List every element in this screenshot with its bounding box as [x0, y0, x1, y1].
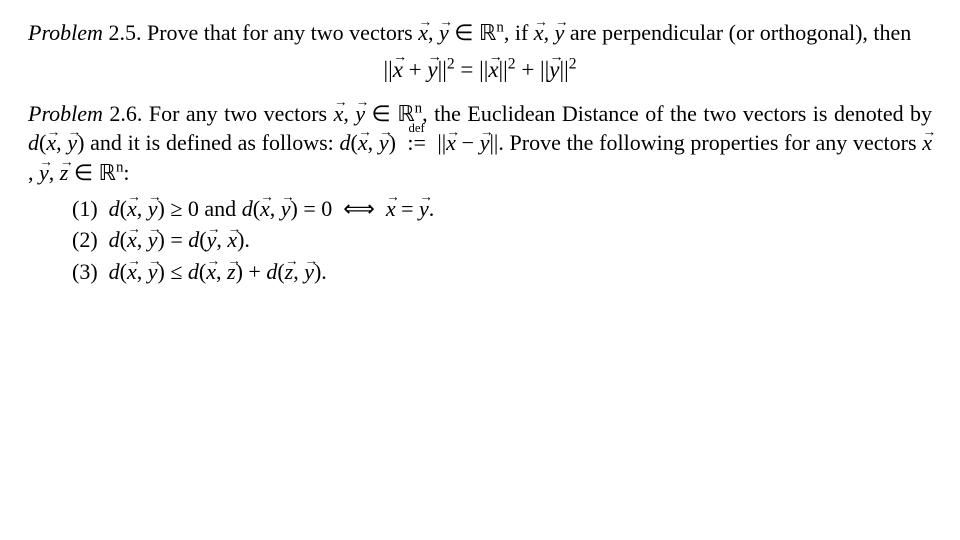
problem-2-6-list: (1) d(→x, →y) ≥ 0 and d(→x, →y) = 0 ⟺ →x… — [28, 194, 932, 287]
list-item: (3) d(→x, →y) ≤ d(→x, →z) + d(→z, →y). — [72, 257, 932, 287]
document-page: Problem 2.5. Prove that for any two vect… — [0, 0, 960, 309]
problem-2-5: Problem 2.5. Prove that for any two vect… — [28, 18, 932, 48]
list-number: (2) — [72, 227, 98, 252]
problem-number: 2.6. — [109, 101, 142, 126]
problem-2-6-text-a: For any two vectors — [149, 101, 334, 126]
list-body: d(→x, →y) ≤ d(→x, →z) + d(→z, →y). — [109, 259, 327, 284]
list-item: (1) d(→x, →y) ≥ 0 and d(→x, →y) = 0 ⟺ →x… — [72, 194, 932, 224]
problem-2-6-denote: d(→x, →y) — [28, 130, 84, 155]
problem-2-6-text-b: , the Euclidean Distance of the two vect… — [422, 101, 932, 126]
problem-2-5-equation: ||→x + →y||2 = ||→x||2 + ||→y||2 — [28, 54, 932, 85]
problem-2-6-def-rhs: ||→x − →y|| — [437, 130, 498, 155]
problem-2-5-text-mid: , if — [504, 20, 534, 45]
problem-2-6-text-c: and it is defined as follows: — [84, 130, 339, 155]
list-body: d(→x, →y) = d(→y, →x). — [109, 227, 250, 252]
problem-2-6-def-lhs: d(→x, →y) — [340, 130, 396, 155]
problem-2-6: Problem 2.6. For any two vectors →x, →y … — [28, 99, 932, 188]
superscript-n: n — [496, 20, 503, 36]
problem-2-5-text-b: are perpendicular (or orthogonal), then — [564, 20, 911, 45]
problem-2-5-vectors-1: →x, →y ∈ ℝ — [418, 20, 496, 45]
problem-2-5-vectors-2: →x, →y — [534, 20, 565, 45]
problem-2-6-text-e: : — [123, 160, 129, 185]
list-body: d(→x, →y) ≥ 0 and d(→x, →y) = 0 ⟺ →x = →… — [109, 196, 435, 221]
problem-2-6-vectors-1: →x, →y ∈ ℝ — [334, 101, 415, 126]
problem-2-6-text-d: . Prove the following properties for any… — [498, 130, 922, 155]
list-item: (2) d(→x, →y) = d(→y, →x). — [72, 225, 932, 255]
problem-label: Problem — [28, 101, 103, 126]
def-equals-symbol: def := — [407, 132, 426, 154]
list-number: (3) — [72, 259, 98, 284]
list-number: (1) — [72, 196, 98, 221]
problem-number: 2.5. — [108, 20, 141, 45]
problem-2-5-text-a: Prove that for any two vectors — [147, 20, 418, 45]
problem-label: Problem — [28, 20, 103, 45]
superscript-n: n — [415, 100, 422, 116]
